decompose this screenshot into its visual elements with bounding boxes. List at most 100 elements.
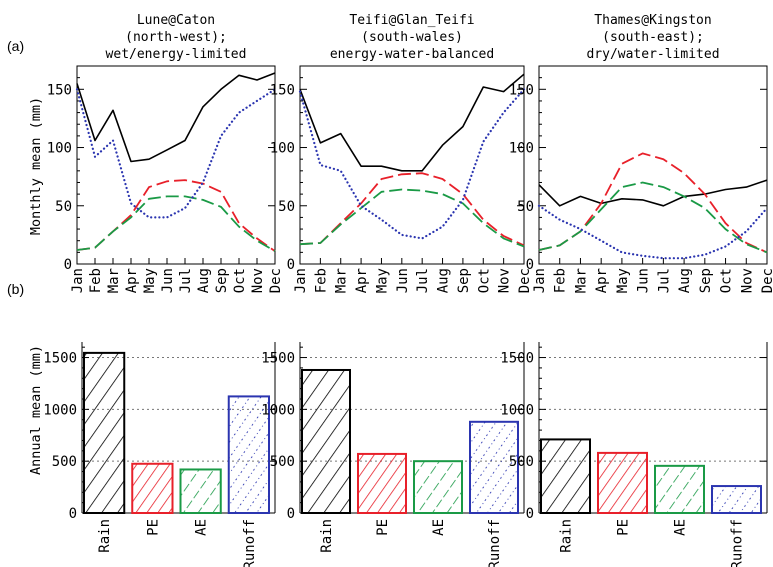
x-tick-label-thames-kingston-feb: Feb — [553, 268, 569, 293]
x-tick-label-teifi-glan-teifi-jan: Jan — [293, 268, 309, 293]
x-tick-label-thames-kingston-may: May — [615, 268, 631, 293]
x-tick-label-thames-kingston-aug: Aug — [677, 268, 693, 293]
bar-label-teifi-glan-teifi-rain: Rain — [319, 519, 335, 553]
x-tick-label-thames-kingston-nov: Nov — [739, 268, 755, 293]
bar-label-thames-kingston-ae: AE — [673, 519, 689, 536]
y-tick-label-teifi-glan-teifi-100: 100 — [270, 141, 295, 157]
x-tick-label-teifi-glan-teifi-feb: Feb — [313, 268, 329, 293]
series-line-thames-kingston-rain — [538, 179, 768, 207]
x-tick-label-teifi-glan-teifi-sep: Sep — [456, 268, 472, 293]
series-line-teifi-glan-teifi-ae — [299, 188, 525, 248]
bar-y-tick-label-teifi-glan-teifi-500: 500 — [270, 454, 295, 470]
x-tick-label-lune-caton-jul: Jul — [178, 268, 194, 293]
series-line-lune-caton-runoff — [75, 88, 277, 219]
y-tick-label-teifi-glan-teifi-150: 150 — [270, 82, 295, 98]
x-tick-label-teifi-glan-teifi-may: May — [374, 268, 390, 293]
bar-y-tick-label-teifi-glan-teifi-1500: 1500 — [261, 351, 295, 367]
plots-group: Lune@Caton (north-west); wet/energy-limite… — [43, 13, 773, 567]
bar-y-tick-label-lune-caton-500: 500 — [52, 454, 77, 470]
bar-label-teifi-glan-teifi-pe: PE — [375, 519, 391, 536]
bar-label-lune-caton-ae: AE — [194, 519, 210, 536]
x-tick-label-lune-caton-dec: Dec — [268, 268, 284, 293]
bar-y-tick-label-thames-kingston-0: 0 — [526, 506, 534, 522]
x-tick-label-lune-caton-nov: Nov — [250, 268, 266, 293]
bar-label-lune-caton-rain: Rain — [97, 519, 113, 553]
bar-label-teifi-glan-teifi-ae: AE — [431, 519, 447, 536]
bar-y-tick-label-thames-kingston-1000: 1000 — [500, 402, 534, 418]
series-line-teifi-glan-teifi-pe — [299, 172, 525, 247]
x-tick-label-lune-caton-may: May — [142, 268, 158, 293]
series-line-teifi-glan-teifi-rain — [299, 73, 525, 172]
x-tick-label-teifi-glan-teifi-nov: Nov — [497, 268, 513, 293]
x-tick-label-lune-caton-sep: Sep — [214, 268, 230, 293]
bar-teifi-glan-teifi-runoff — [469, 420, 519, 514]
bar-y-tick-label-lune-caton-1000: 1000 — [43, 402, 77, 418]
bar-lune-caton-runoff — [227, 395, 270, 514]
title-lune-caton-line-3: wet/energy-limited — [106, 47, 247, 62]
title-lune-caton-line-2: (north-west); — [125, 30, 227, 45]
bar-lune-caton-ae — [179, 468, 222, 514]
x-tick-label-teifi-glan-teifi-mar: Mar — [334, 268, 350, 293]
title-teifi-glan-teifi-line-3: energy-water-balanced — [330, 47, 494, 62]
y-tick-label-teifi-glan-teifi-0: 0 — [287, 257, 295, 273]
x-tick-label-lune-caton-apr: Apr — [124, 268, 140, 293]
bar-y-tick-label-thames-kingston-1500: 1500 — [500, 351, 534, 367]
y-tick-label-lune-caton-50: 50 — [55, 199, 72, 215]
y-tick-label-thames-kingston-0: 0 — [526, 257, 534, 273]
bar-thames-kingston-ae — [654, 464, 705, 515]
x-tick-label-thames-kingston-apr: Apr — [594, 268, 610, 293]
bar-thames-kingston-pe — [597, 451, 648, 514]
y-tick-label-lune-caton-150: 150 — [47, 82, 72, 98]
panel-b-label: (b) — [7, 281, 24, 297]
x-tick-label-teifi-glan-teifi-dec: Dec — [517, 268, 533, 293]
bar-label-lune-caton-runoff: Runoff — [242, 519, 258, 567]
y-tick-label-thames-kingston-50: 50 — [517, 199, 534, 215]
x-tick-label-lune-caton-feb: Feb — [88, 268, 104, 293]
bar-y-tick-label-lune-caton-1500: 1500 — [43, 351, 77, 367]
title-thames-kingston-line-2: (south-east); — [602, 30, 704, 45]
plot-frame-thames-kingston — [538, 65, 768, 265]
series-line-lune-caton-pe — [76, 179, 276, 252]
y-tick-label-thames-kingston-100: 100 — [509, 141, 534, 157]
y-tick-label-teifi-glan-teifi-50: 50 — [278, 199, 295, 215]
x-tick-label-teifi-glan-teifi-jul: Jul — [415, 268, 431, 293]
bar-lune-caton-rain — [83, 351, 126, 514]
title-thames-kingston-line-3: dry/water-limited — [586, 47, 719, 62]
x-tick-label-thames-kingston-jun: Jun — [636, 268, 652, 293]
bar-y-tick-label-thames-kingston-500: 500 — [509, 454, 534, 470]
bar-teifi-glan-teifi-pe — [357, 452, 407, 515]
x-tick-label-thames-kingston-jul: Jul — [656, 268, 672, 293]
x-tick-label-thames-kingston-jan: Jan — [532, 268, 548, 293]
series-line-lune-caton-ae — [76, 195, 276, 252]
bar-teifi-glan-teifi-rain — [301, 368, 351, 514]
bar-label-teifi-glan-teifi-runoff: Runoff — [487, 519, 503, 567]
bar-thames-kingston-runoff — [711, 485, 762, 514]
bar-label-lune-caton-pe: PE — [145, 519, 161, 536]
y-axis-label-a: Monthly mean (mm) — [28, 97, 44, 235]
x-tick-label-lune-caton-jun: Jun — [160, 268, 176, 293]
series-line-thames-kingston-ae — [538, 181, 768, 254]
panel-a-label: (a) — [7, 38, 24, 54]
title-teifi-glan-teifi-line-1: Teifi@Glan_Teifi — [349, 13, 474, 28]
x-tick-label-thames-kingston-oct: Oct — [719, 268, 735, 293]
bar-y-tick-label-teifi-glan-teifi-1000: 1000 — [261, 402, 295, 418]
y-tick-label-lune-caton-100: 100 — [47, 141, 72, 157]
x-tick-label-teifi-glan-teifi-apr: Apr — [354, 268, 370, 293]
x-tick-label-lune-caton-oct: Oct — [232, 268, 248, 293]
bar-teifi-glan-teifi-ae — [413, 460, 463, 515]
series-line-lune-caton-rain — [76, 72, 276, 163]
bar-label-thames-kingston-runoff: Runoff — [730, 519, 746, 567]
x-tick-label-thames-kingston-dec: Dec — [760, 268, 773, 293]
x-tick-label-teifi-glan-teifi-oct: Oct — [476, 268, 492, 293]
bar-y-tick-label-lune-caton-0: 0 — [69, 506, 77, 522]
y-tick-label-lune-caton-0: 0 — [64, 257, 72, 273]
x-tick-label-lune-caton-mar: Mar — [106, 268, 122, 293]
x-tick-label-teifi-glan-teifi-aug: Aug — [436, 268, 452, 293]
x-tick-label-lune-caton-aug: Aug — [196, 268, 212, 293]
x-tick-label-lune-caton-jan: Jan — [70, 268, 86, 293]
series-line-teifi-glan-teifi-runoff — [298, 88, 526, 240]
plot-frame-lune-caton — [76, 65, 276, 265]
bar-y-tick-label-teifi-glan-teifi-0: 0 — [287, 506, 295, 522]
title-thames-kingston-line-1: Thames@Kingston — [594, 13, 711, 28]
